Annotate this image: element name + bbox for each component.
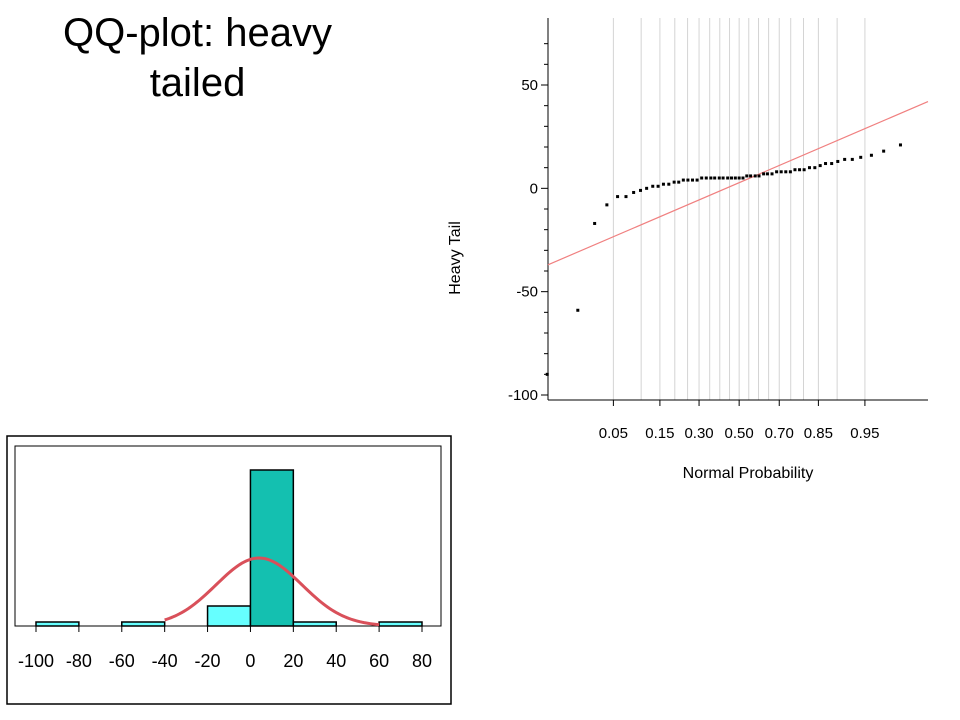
qq-point <box>713 176 717 180</box>
qq-point <box>545 372 549 376</box>
qq-point <box>717 176 721 180</box>
histogram-x-tick-label: -100 <box>18 651 54 671</box>
qq-point <box>576 308 580 312</box>
qq-point <box>704 176 708 180</box>
histogram-bar <box>206 605 252 627</box>
qq-x-axis-title: Normal Probability <box>683 465 814 482</box>
histogram-bar <box>378 621 423 627</box>
qq-y-axis-title: Heavy Tail <box>447 221 464 295</box>
qq-points <box>545 143 902 376</box>
qq-point <box>691 178 695 182</box>
histogram-bars <box>35 469 423 627</box>
qq-point <box>779 170 783 174</box>
qq-point <box>605 203 609 207</box>
histogram-x-tick-label: 40 <box>326 651 346 671</box>
histogram-bar <box>35 621 80 627</box>
qq-gridlines <box>612 18 866 400</box>
qq-point <box>818 164 822 168</box>
qq-point <box>741 176 745 180</box>
qq-point <box>733 176 737 180</box>
qq-point <box>824 162 828 166</box>
qq-point <box>843 157 847 161</box>
qq-point <box>730 176 734 180</box>
qq-point <box>859 155 863 159</box>
histogram-bar <box>292 621 337 627</box>
qq-point <box>661 182 665 186</box>
qq-point <box>745 174 749 178</box>
qq-point <box>672 180 676 184</box>
qq-point <box>765 172 769 176</box>
qq-point <box>753 174 757 178</box>
histogram-normal-curve <box>164 556 380 627</box>
slide-title-line-2: tailed <box>149 61 246 105</box>
qq-point <box>709 176 713 180</box>
qq-point <box>788 170 792 174</box>
histogram-x-tick-label: -40 <box>152 651 178 671</box>
qq-point <box>651 184 655 188</box>
qq-point <box>798 168 802 172</box>
qq-point <box>624 195 628 199</box>
qq-y-ticks: 50 0 -50 -100 <box>508 43 548 404</box>
qq-point <box>681 178 685 182</box>
qq-point <box>775 170 779 174</box>
qq-x-tick-label: 0.85 <box>804 425 833 442</box>
histogram-x-tick-label: 20 <box>283 651 303 671</box>
qq-y-tick-label: -100 <box>508 387 538 404</box>
histogram-x-tick-label: 0 <box>245 651 255 671</box>
qq-x-tick-label: 0.95 <box>850 425 879 442</box>
qq-y-tick-label: -50 <box>516 284 538 301</box>
qq-point <box>757 174 761 178</box>
qq-point <box>813 166 817 170</box>
qq-reference-line <box>547 100 929 266</box>
qq-point <box>667 182 671 186</box>
histogram-x-tick-label: 60 <box>369 651 389 671</box>
qq-point <box>639 188 643 192</box>
qq-x-tick-label: 0.50 <box>725 425 754 442</box>
slide-title-line-1: QQ-plot: heavy <box>62 11 332 55</box>
qq-point <box>898 143 902 147</box>
histogram-x-ticks: -100 -80 -60 -40 -20 0 20 40 60 80 <box>18 626 432 671</box>
qq-point <box>686 178 690 182</box>
histogram-bar <box>249 469 295 627</box>
qq-point <box>882 149 886 153</box>
qq-point <box>749 174 753 178</box>
qq-point <box>737 176 741 180</box>
qq-point <box>632 190 636 194</box>
qq-x-tick-label: 0.15 <box>645 425 674 442</box>
histogram-x-tick-label: -20 <box>195 651 221 671</box>
qq-point <box>616 195 620 199</box>
qq-point <box>721 176 725 180</box>
qq-point <box>869 153 873 157</box>
qq-point <box>830 162 834 166</box>
qq-x-tick-label: 0.05 <box>599 425 628 442</box>
histogram-frame <box>6 435 452 705</box>
qq-point <box>807 166 811 170</box>
qq-point <box>695 178 699 182</box>
qq-point <box>850 157 854 161</box>
qq-point <box>802 168 806 172</box>
qq-x-tick-label: 0.30 <box>684 425 713 442</box>
qq-x-ticks: 0.05 0.15 0.30 0.50 0.70 0.85 0.95 <box>599 400 880 442</box>
slide-title: QQ-plot: heavy tailed <box>0 8 395 108</box>
qq-point <box>793 168 797 172</box>
qq-y-tick-label: 50 <box>521 77 538 94</box>
qq-x-tick-label: 0.70 <box>765 425 794 442</box>
qq-point <box>762 172 766 176</box>
qq-point <box>726 176 730 180</box>
qq-y-tick-label: 0 <box>530 180 538 197</box>
qq-point <box>700 176 704 180</box>
histogram-x-tick-label: -80 <box>66 651 92 671</box>
qq-point <box>645 186 649 190</box>
histogram-bar <box>121 621 166 627</box>
qq-point <box>593 221 597 225</box>
qq-point <box>656 184 660 188</box>
qq-point <box>836 159 840 163</box>
qq-point <box>784 170 788 174</box>
histogram-x-tick-label: -60 <box>109 651 135 671</box>
qq-point <box>770 172 774 176</box>
qq-point <box>677 180 681 184</box>
histogram-x-tick-label: 80 <box>412 651 432 671</box>
